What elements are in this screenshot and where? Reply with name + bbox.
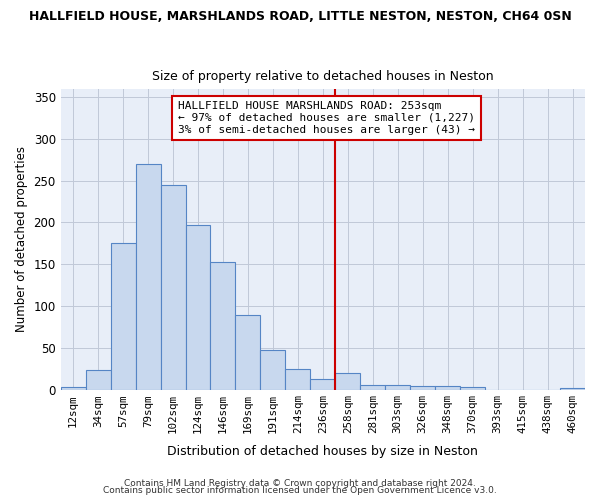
Bar xyxy=(360,384,385,390)
Bar xyxy=(185,225,211,390)
Bar xyxy=(235,315,260,390)
Bar xyxy=(211,262,235,390)
Bar xyxy=(335,373,360,390)
Bar xyxy=(110,244,136,390)
Bar xyxy=(385,384,410,390)
Bar xyxy=(136,164,161,390)
Y-axis label: Number of detached properties: Number of detached properties xyxy=(15,146,28,332)
Bar xyxy=(310,378,335,390)
Bar xyxy=(410,386,435,390)
Text: Contains public sector information licensed under the Open Government Licence v3: Contains public sector information licen… xyxy=(103,486,497,495)
Text: HALLFIELD HOUSE, MARSHLANDS ROAD, LITTLE NESTON, NESTON, CH64 0SN: HALLFIELD HOUSE, MARSHLANDS ROAD, LITTLE… xyxy=(29,10,571,23)
Title: Size of property relative to detached houses in Neston: Size of property relative to detached ho… xyxy=(152,70,494,84)
Text: HALLFIELD HOUSE MARSHLANDS ROAD: 253sqm
← 97% of detached houses are smaller (1,: HALLFIELD HOUSE MARSHLANDS ROAD: 253sqm … xyxy=(178,102,475,134)
Bar xyxy=(161,185,185,390)
Bar xyxy=(260,350,286,390)
Text: Contains HM Land Registry data © Crown copyright and database right 2024.: Contains HM Land Registry data © Crown c… xyxy=(124,478,476,488)
Bar xyxy=(460,387,485,390)
X-axis label: Distribution of detached houses by size in Neston: Distribution of detached houses by size … xyxy=(167,444,478,458)
Bar xyxy=(61,387,86,390)
Bar xyxy=(86,370,110,390)
Bar xyxy=(286,368,310,390)
Bar xyxy=(560,388,585,390)
Bar xyxy=(435,386,460,390)
